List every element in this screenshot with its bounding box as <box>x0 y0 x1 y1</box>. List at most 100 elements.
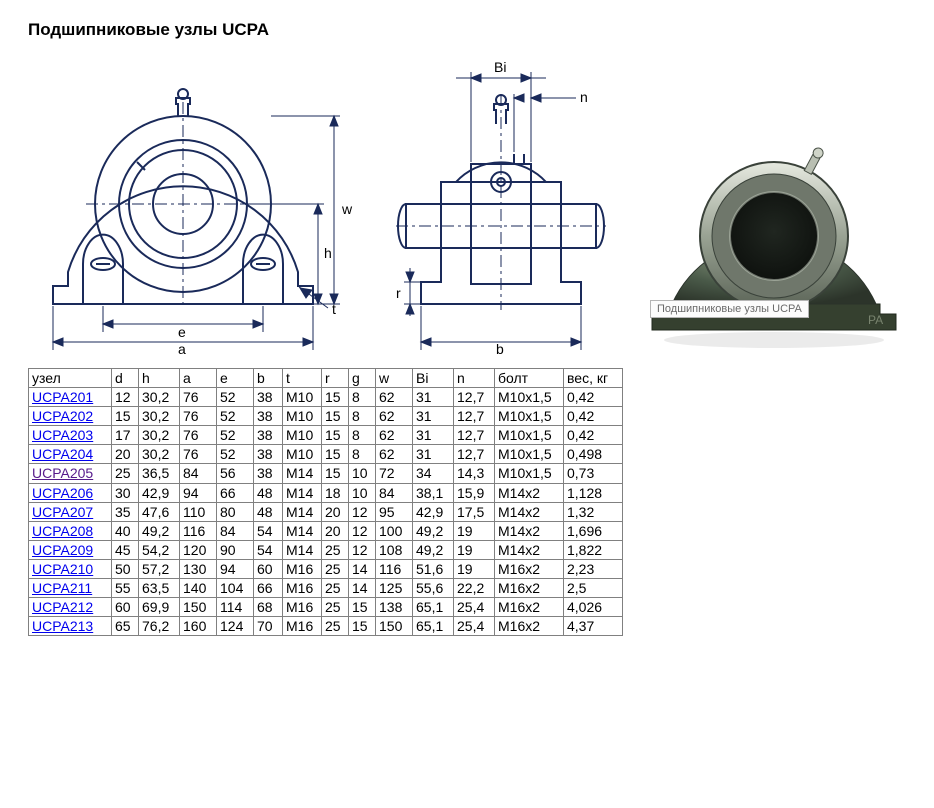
spec-cell: 15 <box>322 445 349 464</box>
spec-cell: 31 <box>413 426 454 445</box>
spec-cell: 38 <box>254 445 283 464</box>
spec-cell: M14 <box>283 464 322 483</box>
model-link[interactable]: UCPA203 <box>32 427 93 443</box>
table-row: UCPA2073547,61108048M1420129542,917,5M14… <box>29 502 623 521</box>
spec-cell: 95 <box>376 502 413 521</box>
model-link[interactable]: UCPA210 <box>32 561 93 577</box>
page-title: Подшипниковые узлы UCPA <box>28 20 906 40</box>
spec-cell: 25,4 <box>454 598 495 617</box>
model-link-cell[interactable]: UCPA210 <box>29 559 112 578</box>
spec-cell: 38,1 <box>413 483 454 502</box>
spec-cell: 54,2 <box>139 540 180 559</box>
model-link[interactable]: UCPA211 <box>32 580 92 596</box>
spec-cell: 160 <box>180 617 217 636</box>
model-link-cell[interactable]: UCPA206 <box>29 483 112 502</box>
spec-cell: 65,1 <box>413 617 454 636</box>
spec-cell: M16 <box>283 579 322 598</box>
spec-cell: 10 <box>349 483 376 502</box>
model-link-cell[interactable]: UCPA201 <box>29 388 112 407</box>
spec-cell: 20 <box>322 502 349 521</box>
spec-cell: 110 <box>180 502 217 521</box>
spec-cell: 4,37 <box>564 617 623 636</box>
spec-cell: M14 <box>283 521 322 540</box>
spec-cell: 12 <box>349 502 376 521</box>
diagram-side: Bi n r b <box>376 54 626 354</box>
spec-cell: 25 <box>112 464 139 483</box>
spec-cell: 116 <box>180 521 217 540</box>
model-link-cell[interactable]: UCPA208 <box>29 521 112 540</box>
table-row: UCPA2052536,5845638M141510723414,3M10x1,… <box>29 464 623 483</box>
table-row: UCPA2136576,216012470M16251515065,125,4M… <box>29 617 623 636</box>
spec-cell: 108 <box>376 540 413 559</box>
spec-cell: 52 <box>217 445 254 464</box>
table-row: UCPA2126069,915011468M16251513865,125,4M… <box>29 598 623 617</box>
model-link-cell[interactable]: UCPA213 <box>29 617 112 636</box>
spec-cell: 25 <box>322 598 349 617</box>
spec-cell: 52 <box>217 426 254 445</box>
model-link[interactable]: UCPA206 <box>32 485 93 501</box>
spec-cell: M16 <box>283 598 322 617</box>
model-link[interactable]: UCPA209 <box>32 542 93 558</box>
spec-cell: 30,2 <box>139 388 180 407</box>
spec-cell: 8 <box>349 388 376 407</box>
spec-cell: 47,6 <box>139 502 180 521</box>
model-link[interactable]: UCPA201 <box>32 389 93 405</box>
col-Bi: Bi <box>413 369 454 388</box>
spec-cell: M16x2 <box>495 598 564 617</box>
spec-cell: 52 <box>217 407 254 426</box>
spec-cell: 0,73 <box>564 464 623 483</box>
spec-cell: 49,2 <box>413 540 454 559</box>
spec-cell: M10 <box>283 445 322 464</box>
dim-n: n <box>580 89 588 105</box>
model-link[interactable]: UCPA213 <box>32 618 93 634</box>
model-link[interactable]: UCPA205 <box>32 465 93 481</box>
model-link[interactable]: UCPA212 <box>32 599 93 615</box>
spec-cell: 36,5 <box>139 464 180 483</box>
spec-cell: 104 <box>217 579 254 598</box>
spec-cell: 40 <box>112 521 139 540</box>
spec-cell: 31 <box>413 445 454 464</box>
dim-w: w <box>341 201 353 217</box>
spec-cell: 68 <box>254 598 283 617</box>
spec-cell: 76 <box>180 445 217 464</box>
spec-header-row: узелdhaebtrgwBinболтвес, кг <box>29 369 623 388</box>
spec-cell: 49,2 <box>139 521 180 540</box>
model-link-cell[interactable]: UCPA211 <box>29 579 112 598</box>
model-link-cell[interactable]: UCPA209 <box>29 540 112 559</box>
spec-cell: 54 <box>254 540 283 559</box>
model-link[interactable]: UCPA202 <box>32 408 93 424</box>
table-row: UCPA2084049,21168454M14201210049,219M14x… <box>29 521 623 540</box>
spec-cell: 124 <box>217 617 254 636</box>
spec-cell: 15,9 <box>454 483 495 502</box>
spec-cell: 2,23 <box>564 559 623 578</box>
dim-e: e <box>178 324 186 340</box>
model-link-cell[interactable]: UCPA212 <box>29 598 112 617</box>
spec-cell: 30,2 <box>139 426 180 445</box>
col-wt: вес, кг <box>564 369 623 388</box>
spec-cell: 15 <box>349 617 376 636</box>
table-row: UCPA2031730,2765238M10158623112,7M10x1,5… <box>29 426 623 445</box>
model-link-cell[interactable]: UCPA205 <box>29 464 112 483</box>
model-link-cell[interactable]: UCPA202 <box>29 407 112 426</box>
spec-cell: 30,2 <box>139 445 180 464</box>
spec-cell: 76 <box>180 426 217 445</box>
spec-cell: 76 <box>180 407 217 426</box>
spec-cell: 125 <box>376 579 413 598</box>
model-link-cell[interactable]: UCPA203 <box>29 426 112 445</box>
spec-cell: 62 <box>376 388 413 407</box>
table-row: UCPA2105057,21309460M16251411651,619M16x… <box>29 559 623 578</box>
spec-cell: 38 <box>254 388 283 407</box>
model-link-cell[interactable]: UCPA204 <box>29 445 112 464</box>
table-row: UCPA2042030,2765238M10158623112,7M10x1,5… <box>29 445 623 464</box>
spec-cell: 80 <box>217 502 254 521</box>
col-h: h <box>139 369 180 388</box>
model-link[interactable]: UCPA208 <box>32 523 93 539</box>
spec-cell: 25 <box>322 559 349 578</box>
spec-cell: M14 <box>283 502 322 521</box>
model-link[interactable]: UCPA204 <box>32 446 93 462</box>
spec-cell: 17,5 <box>454 502 495 521</box>
spec-cell: 55 <box>112 579 139 598</box>
model-link-cell[interactable]: UCPA207 <box>29 502 112 521</box>
model-link[interactable]: UCPA207 <box>32 504 93 520</box>
dim-r: r <box>396 285 401 301</box>
